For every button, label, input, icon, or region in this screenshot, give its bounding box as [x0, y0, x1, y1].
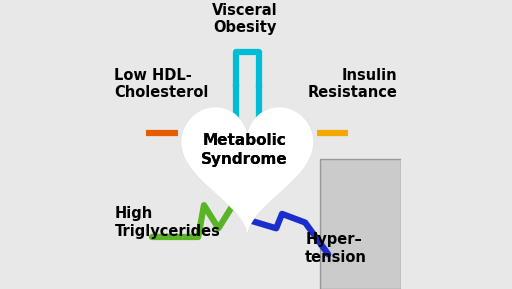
- FancyBboxPatch shape: [319, 159, 400, 289]
- Polygon shape: [182, 108, 313, 232]
- Text: Low HDL-
Cholesterol: Low HDL- Cholesterol: [114, 68, 209, 100]
- Text: Metabolic
Syndrome: Metabolic Syndrome: [201, 134, 288, 167]
- Polygon shape: [182, 108, 313, 232]
- Text: Metabolic
Syndrome: Metabolic Syndrome: [201, 134, 288, 167]
- Text: Insulin
Resistance: Insulin Resistance: [308, 68, 398, 100]
- Text: Visceral
Obesity: Visceral Obesity: [211, 3, 278, 35]
- Text: Hyper–
tension: Hyper– tension: [305, 232, 367, 265]
- Text: High
Triglycerides: High Triglycerides: [114, 206, 220, 239]
